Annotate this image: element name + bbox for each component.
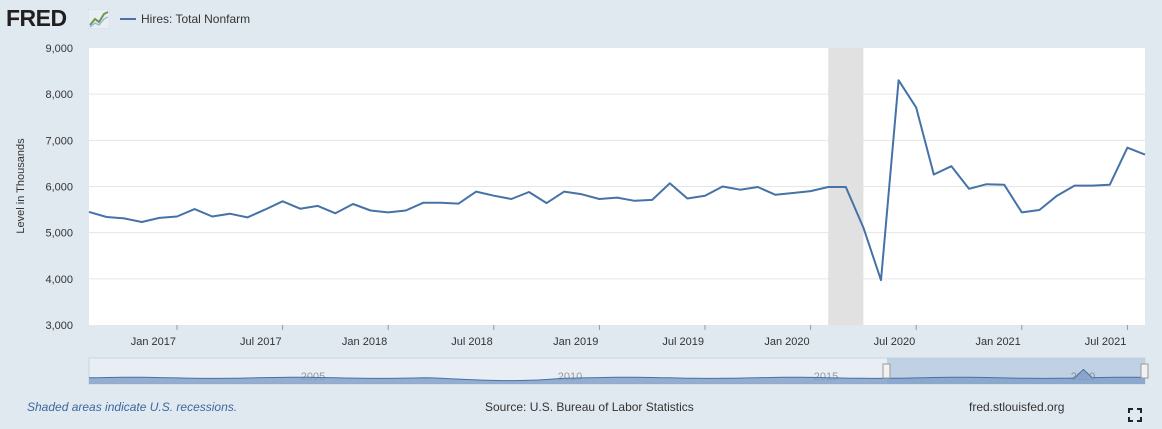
axes: 3,000 4,000 5,000 6,000 7,000 8,000 9,000 Jan 2…: [45, 43, 1128, 348]
chart-legend[interactable]: Hires: Total Nonfarm: [120, 12, 250, 26]
navigator-line: [88, 368, 1146, 382]
x-tick-label: Jan 2021: [976, 336, 1021, 348]
series-lines: [88, 79, 1146, 282]
y-tick-label: 4,000: [45, 274, 73, 286]
fullscreen-icon[interactable]: [1128, 408, 1142, 422]
fred-logo[interactable]: FRED: [6, 5, 67, 31]
x-tick-label: Jul 2020: [874, 336, 916, 348]
y-tick-label: 9,000: [45, 43, 73, 55]
x-tick-label: Jul 2021: [1085, 336, 1127, 348]
x-tick-label: Jan 2018: [342, 336, 387, 348]
y-axis-label: Level in Thousands: [15, 138, 27, 234]
x-tick-label: Jul 2019: [662, 336, 704, 348]
y-tick-label: 7,000: [45, 135, 73, 147]
legend-swatch: [120, 17, 136, 20]
source-text: Source: U.S. Bureau of Labor Statistics: [485, 400, 694, 414]
legend-label: Hires: Total Nonfarm: [141, 12, 251, 26]
navigator[interactable]: 2005201020152020: [88, 357, 1149, 385]
x-tick-label: Jul 2017: [240, 336, 282, 348]
x-tick-label: Jan 2017: [131, 336, 176, 348]
y-tick-label: 8,000: [45, 89, 73, 101]
chart-line-icon: [88, 9, 110, 29]
gridlines: [89, 93, 1145, 280]
recession-note-link[interactable]: Shaded areas indicate U.S. recessions.: [27, 400, 238, 414]
y-tick-label: 3,000: [45, 320, 73, 332]
series-line: [88, 79, 1146, 282]
site-text: fred.stlouisfed.org: [969, 400, 1065, 414]
navigator-right-handle[interactable]: [1140, 363, 1149, 379]
chart-header: FRED Hires: Total Nonfarm: [0, 0, 1162, 40]
navigator-area: [89, 369, 1145, 384]
y-tick-label: 5,000: [45, 228, 73, 240]
navigator-left-handle[interactable]: [882, 363, 891, 379]
x-tick-label: Jan 2019: [553, 336, 598, 348]
x-tick-label: Jul 2018: [451, 336, 493, 348]
y-tick-label: 6,000: [45, 182, 73, 194]
x-tick-label: Jan 2020: [764, 336, 809, 348]
